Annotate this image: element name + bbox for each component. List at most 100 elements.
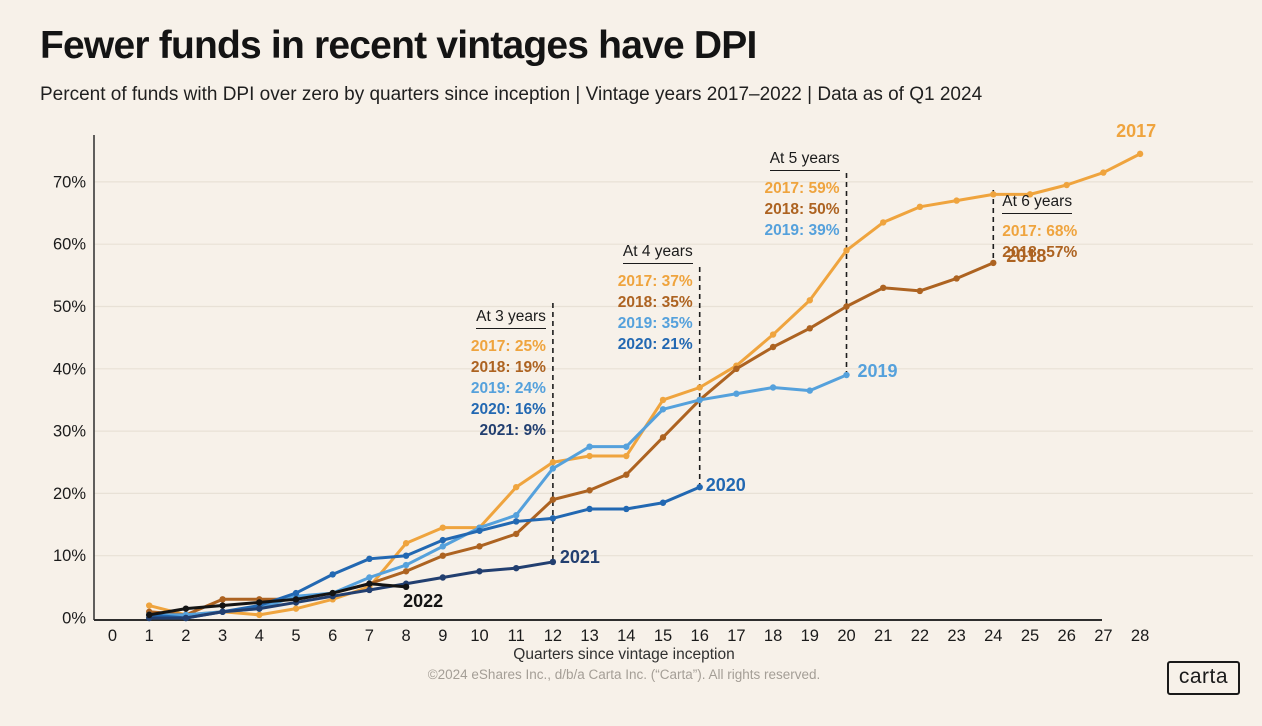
series-point-2019 bbox=[439, 543, 446, 550]
x-tick-label: 17 bbox=[727, 627, 745, 645]
series-point-2018 bbox=[219, 596, 226, 603]
x-tick-label: 5 bbox=[291, 627, 300, 645]
x-tick-label: 4 bbox=[255, 627, 264, 645]
series-line-2017 bbox=[147, 152, 1142, 617]
series-point-2017 bbox=[146, 602, 153, 609]
series-point-2020 bbox=[586, 505, 593, 513]
series-point-2019 bbox=[402, 561, 410, 569]
x-tick-label: 12 bbox=[544, 627, 562, 645]
x-axis-title: Quarters since vintage inception bbox=[513, 646, 735, 663]
series-point-2021 bbox=[366, 586, 373, 594]
series-point-2018 bbox=[549, 496, 557, 503]
series-point-2020 bbox=[366, 555, 373, 563]
x-tick-label: 7 bbox=[365, 627, 374, 645]
series-point-2019 bbox=[733, 390, 740, 397]
x-tick-label: 26 bbox=[1058, 627, 1076, 645]
series-point-2022 bbox=[329, 589, 336, 597]
series-point-2018 bbox=[806, 325, 813, 332]
series-point-2019 bbox=[769, 384, 777, 391]
series-line-2021 bbox=[147, 560, 555, 620]
x-tick-label: 21 bbox=[874, 627, 892, 645]
series-point-2018 bbox=[402, 568, 410, 575]
series-point-2017 bbox=[292, 605, 300, 612]
series-point-2020 bbox=[513, 518, 520, 525]
y-tick-label: 20% bbox=[53, 485, 86, 503]
series-point-2018 bbox=[953, 275, 960, 282]
series-point-2020 bbox=[402, 552, 410, 559]
y-tick-label: 50% bbox=[53, 298, 86, 316]
x-tick-label: 19 bbox=[801, 627, 819, 645]
series-point-2017 bbox=[623, 452, 630, 460]
x-tick-label: 10 bbox=[470, 627, 488, 645]
x-tick-label: 25 bbox=[1021, 627, 1039, 645]
series-point-2017 bbox=[916, 203, 924, 211]
series-point-2019 bbox=[696, 396, 703, 404]
series-point-2017 bbox=[586, 452, 593, 460]
x-tick-label: 23 bbox=[947, 627, 965, 645]
x-tick-label: 3 bbox=[218, 627, 227, 645]
x-tick-label: 16 bbox=[691, 627, 709, 645]
series-point-2020 bbox=[696, 483, 703, 491]
x-tick-label: 14 bbox=[617, 627, 635, 645]
series-point-2022 bbox=[292, 596, 300, 603]
series-point-2019 bbox=[513, 512, 520, 519]
page-title: Fewer funds in recent vintages have DPI bbox=[40, 24, 757, 67]
page-subtitle: Percent of funds with DPI over zero by q… bbox=[40, 84, 983, 105]
series-point-2018 bbox=[586, 487, 593, 494]
series-point-2018 bbox=[513, 530, 520, 538]
series-point-2017 bbox=[256, 611, 263, 619]
series-point-2017 bbox=[549, 459, 557, 466]
series-point-2018 bbox=[916, 287, 924, 295]
series-point-2017 bbox=[990, 191, 997, 198]
y-tick-label: 0% bbox=[62, 610, 86, 628]
series-point-2019 bbox=[366, 574, 373, 581]
series-point-2017 bbox=[1136, 150, 1144, 158]
x-tick-label: 6 bbox=[328, 627, 337, 645]
series-point-2020 bbox=[439, 536, 446, 544]
x-tick-label: 8 bbox=[402, 627, 411, 645]
series-line-2020 bbox=[147, 485, 702, 620]
x-tick-label: 28 bbox=[1131, 627, 1149, 645]
series-point-2017 bbox=[1026, 191, 1034, 198]
series-point-2018 bbox=[733, 365, 740, 372]
x-tick-label: 24 bbox=[984, 627, 1002, 645]
series-point-2017 bbox=[769, 331, 777, 338]
series-point-2020 bbox=[659, 499, 667, 506]
x-tick-label: 13 bbox=[580, 627, 598, 645]
x-tick-label: 2 bbox=[181, 627, 190, 645]
copyright-text: ©2024 eShares Inc., d/b/a Carta Inc. (“C… bbox=[427, 667, 821, 682]
y-tick-label: 60% bbox=[53, 236, 86, 254]
series-point-2018 bbox=[880, 284, 887, 292]
series-point-2022 bbox=[366, 580, 373, 587]
series-point-2019 bbox=[549, 465, 557, 472]
y-tick-label: 30% bbox=[53, 423, 86, 441]
series-point-2017 bbox=[696, 384, 703, 391]
x-tick-label: 9 bbox=[438, 627, 447, 645]
x-tick-label: 22 bbox=[911, 627, 929, 645]
series-point-2021 bbox=[182, 614, 190, 622]
series-point-2019 bbox=[806, 387, 813, 394]
x-tick-label: 1 bbox=[145, 627, 154, 645]
series-point-2020 bbox=[292, 589, 300, 597]
carta-logo: carta bbox=[1166, 661, 1240, 695]
series-point-2018 bbox=[990, 259, 997, 267]
series-point-2017 bbox=[953, 197, 960, 204]
series-point-2017 bbox=[1100, 169, 1107, 176]
series-point-2022 bbox=[402, 583, 410, 591]
series-point-2017 bbox=[659, 396, 667, 404]
series-point-2017 bbox=[880, 219, 887, 226]
series-point-2022 bbox=[256, 599, 263, 606]
series-point-2019 bbox=[659, 406, 667, 413]
series-point-2019 bbox=[623, 443, 630, 450]
series-point-2020 bbox=[329, 571, 336, 578]
series-point-2019 bbox=[586, 443, 593, 450]
x-tick-label: 27 bbox=[1094, 627, 1112, 645]
series-point-2018 bbox=[623, 471, 630, 478]
y-tick-label: 70% bbox=[53, 173, 86, 191]
carta-logo-text: carta bbox=[1178, 665, 1228, 688]
series-point-2019 bbox=[843, 371, 850, 379]
x-tick-label: 20 bbox=[837, 627, 855, 645]
y-tick-label: 10% bbox=[53, 547, 86, 565]
series-point-2017 bbox=[402, 540, 410, 547]
